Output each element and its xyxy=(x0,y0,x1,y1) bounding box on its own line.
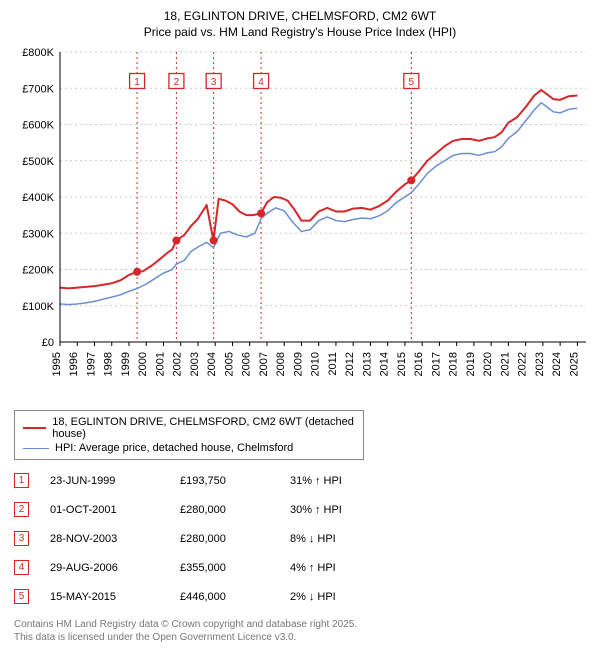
svg-text:2005: 2005 xyxy=(223,352,235,376)
svg-text:2007: 2007 xyxy=(258,352,270,376)
arrow-down-icon: ↓ xyxy=(309,533,315,545)
transaction-price: £355,000 xyxy=(180,562,290,574)
svg-text:2000: 2000 xyxy=(137,352,149,376)
svg-text:2015: 2015 xyxy=(396,352,408,376)
transaction-date: 15-MAY-2015 xyxy=(50,591,180,603)
arrow-up-icon: ↑ xyxy=(315,475,321,487)
svg-text:2017: 2017 xyxy=(430,352,442,376)
legend: 18, EGLINTON DRIVE, CHELMSFORD, CM2 6WT … xyxy=(14,410,364,460)
svg-text:2010: 2010 xyxy=(310,352,322,376)
svg-text:2003: 2003 xyxy=(189,352,201,376)
legend-item: 18, EGLINTON DRIVE, CHELMSFORD, CM2 6WT … xyxy=(23,415,355,441)
svg-text:£700K: £700K xyxy=(22,84,54,96)
price-chart: £0 £100K £200K £300K £400K £500K £600K £700K £80… xyxy=(0,42,600,402)
transaction-row: 3 28-NOV-2003£280,0008%↓HPI xyxy=(14,524,586,553)
transaction-row: 1 23-JUN-1999£193,75031%↑HPI xyxy=(14,466,586,495)
license-line1: Contains HM Land Registry data © Crown c… xyxy=(14,618,357,631)
svg-text:1995: 1995 xyxy=(51,352,63,376)
svg-text:1998: 1998 xyxy=(103,352,115,376)
svg-text:2022: 2022 xyxy=(517,352,529,376)
svg-text:£200K: £200K xyxy=(22,265,54,277)
svg-text:2013: 2013 xyxy=(361,352,373,376)
transaction-delta: 30%↑HPI xyxy=(290,504,380,516)
transaction-price: £193,750 xyxy=(180,475,290,487)
svg-text:2018: 2018 xyxy=(448,352,460,376)
transaction-delta: 8%↓HPI xyxy=(290,533,380,545)
svg-text:£500K: £500K xyxy=(22,156,54,168)
transaction-row: 4 29-AUG-2006£355,0004%↑HPI xyxy=(14,553,586,582)
svg-text:£100K: £100K xyxy=(22,301,54,313)
transaction-delta: 2%↓HPI xyxy=(290,591,380,603)
svg-text:£400K: £400K xyxy=(22,192,54,204)
svg-text:2: 2 xyxy=(174,77,180,88)
transaction-row: 5 15-MAY-2015£446,0002%↓HPI xyxy=(14,582,586,611)
svg-text:3: 3 xyxy=(211,77,217,88)
svg-text:£300K: £300K xyxy=(22,229,54,241)
transaction-marker: 3 xyxy=(14,531,29,546)
transaction-date: 29-AUG-2006 xyxy=(50,562,180,574)
transaction-date: 23-JUN-1999 xyxy=(50,475,180,487)
chart-title-block: 18, EGLINTON DRIVE, CHELMSFORD, CM2 6WT … xyxy=(0,0,600,42)
svg-text:2009: 2009 xyxy=(292,352,304,376)
legend-label: HPI: Average price, detached house, Chel… xyxy=(55,442,293,454)
svg-text:2024: 2024 xyxy=(551,352,563,376)
legend-item: HPI: Average price, detached house, Chel… xyxy=(23,441,355,455)
svg-text:£600K: £600K xyxy=(22,120,54,132)
transaction-delta: 31%↑HPI xyxy=(290,475,380,487)
transaction-date: 01-OCT-2001 xyxy=(50,504,180,516)
svg-text:4: 4 xyxy=(258,77,264,88)
arrow-up-icon: ↑ xyxy=(309,562,315,574)
transaction-price: £446,000 xyxy=(180,591,290,603)
transaction-price: £280,000 xyxy=(180,504,290,516)
svg-text:2020: 2020 xyxy=(482,352,494,376)
arrow-down-icon: ↓ xyxy=(309,591,315,603)
legend-label: 18, EGLINTON DRIVE, CHELMSFORD, CM2 6WT … xyxy=(52,416,355,440)
svg-text:5: 5 xyxy=(409,77,415,88)
chart-svg: £0 £100K £200K £300K £400K £500K £600K £700K £80… xyxy=(0,42,600,402)
svg-text:2014: 2014 xyxy=(379,352,391,376)
svg-text:£800K: £800K xyxy=(22,47,54,59)
svg-text:2025: 2025 xyxy=(568,352,580,376)
svg-text:1996: 1996 xyxy=(68,352,80,376)
svg-text:1997: 1997 xyxy=(85,352,97,376)
svg-text:2004: 2004 xyxy=(206,352,218,376)
svg-text:2002: 2002 xyxy=(172,352,184,376)
svg-text:2019: 2019 xyxy=(465,352,477,376)
svg-text:2023: 2023 xyxy=(534,352,546,376)
transaction-row: 2 01-OCT-2001£280,00030%↑HPI xyxy=(14,495,586,524)
svg-text:2006: 2006 xyxy=(241,352,253,376)
transactions-table: 123-JUN-1999£193,75031%↑HPI201-OCT-2001£… xyxy=(14,466,586,611)
svg-text:1: 1 xyxy=(134,77,140,88)
svg-text:2012: 2012 xyxy=(344,352,356,376)
transaction-marker: 1 xyxy=(14,473,29,488)
transaction-marker: 2 xyxy=(14,502,29,517)
svg-text:2021: 2021 xyxy=(499,352,511,376)
svg-text:2001: 2001 xyxy=(154,352,166,376)
license-line2: This data is licensed under the Open Gov… xyxy=(14,631,357,644)
svg-text:2016: 2016 xyxy=(413,352,425,376)
svg-text:2008: 2008 xyxy=(275,352,287,376)
transaction-marker: 5 xyxy=(14,589,29,604)
license-text: Contains HM Land Registry data © Crown c… xyxy=(14,618,357,644)
title-line1: 18, EGLINTON DRIVE, CHELMSFORD, CM2 6WT xyxy=(8,8,592,24)
transaction-price: £280,000 xyxy=(180,533,290,545)
svg-text:1999: 1999 xyxy=(120,352,132,376)
transaction-marker: 4 xyxy=(14,560,29,575)
legend-swatch xyxy=(23,427,46,429)
transaction-date: 28-NOV-2003 xyxy=(50,533,180,545)
title-line2: Price paid vs. HM Land Registry's House … xyxy=(8,24,592,40)
transaction-delta: 4%↑HPI xyxy=(290,562,380,574)
arrow-up-icon: ↑ xyxy=(315,504,321,516)
svg-text:£0: £0 xyxy=(42,337,54,349)
svg-text:2011: 2011 xyxy=(327,352,339,376)
legend-swatch xyxy=(23,448,49,449)
